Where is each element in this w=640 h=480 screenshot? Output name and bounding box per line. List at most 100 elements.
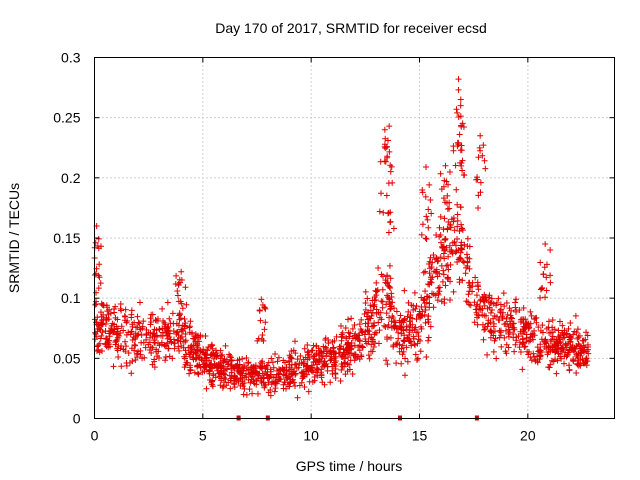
data-point — [187, 366, 194, 373]
data-point — [412, 351, 419, 358]
data-point — [209, 345, 216, 352]
data-point — [547, 361, 554, 368]
data-point — [410, 335, 417, 342]
data-point — [458, 162, 465, 169]
data-point — [385, 229, 392, 236]
data-point — [148, 311, 155, 318]
data-point — [409, 321, 416, 328]
data-point — [294, 356, 301, 363]
x-tick-label: 10 — [303, 428, 319, 444]
data-point — [367, 302, 374, 309]
data-point — [434, 297, 441, 304]
data-point — [419, 221, 426, 228]
data-point — [405, 308, 412, 315]
data-point — [122, 338, 129, 345]
data-point — [206, 370, 213, 377]
data-point — [122, 343, 129, 350]
data-point — [362, 320, 369, 327]
data-point — [535, 324, 542, 331]
data-point — [171, 340, 178, 347]
data-point — [301, 345, 308, 352]
data-point — [477, 132, 484, 139]
data-point — [346, 344, 353, 351]
data-point — [173, 272, 180, 279]
data-point — [314, 366, 321, 373]
data-point — [378, 298, 385, 305]
data-point — [387, 168, 394, 175]
data-point — [181, 353, 188, 360]
data-point — [338, 360, 345, 367]
data-point — [322, 336, 329, 343]
data-point — [530, 336, 537, 343]
data-point — [241, 365, 248, 372]
data-point — [327, 379, 334, 386]
data-point — [517, 318, 524, 325]
data-point — [93, 289, 100, 296]
data-point — [390, 323, 397, 330]
data-point — [454, 211, 461, 218]
data-point — [218, 364, 225, 371]
data-point — [301, 383, 308, 390]
data-point — [99, 329, 106, 336]
data-point — [286, 373, 293, 380]
data-point — [134, 324, 141, 331]
data-point — [415, 333, 422, 340]
data-point — [500, 290, 507, 297]
data-point — [220, 367, 227, 374]
data-point — [196, 353, 203, 360]
data-point — [473, 309, 480, 316]
data-point — [451, 227, 458, 234]
data-point — [211, 360, 218, 367]
data-point — [473, 292, 480, 299]
data-point — [513, 296, 520, 303]
data-point — [427, 323, 434, 330]
data-point — [427, 278, 434, 285]
data-point — [547, 279, 554, 286]
data-point — [576, 342, 583, 349]
data-point — [477, 307, 484, 314]
data-point — [506, 326, 513, 333]
data-point — [222, 376, 229, 383]
data-point — [261, 326, 268, 333]
data-point — [435, 285, 442, 292]
data-point — [319, 363, 326, 370]
data-point — [469, 288, 476, 295]
x-tick-label: 5 — [199, 428, 207, 444]
data-point — [274, 358, 281, 365]
data-point — [422, 268, 429, 275]
data-point — [192, 338, 199, 345]
data-point — [209, 352, 216, 359]
data-point — [488, 328, 495, 335]
data-point — [264, 362, 271, 369]
data-point — [271, 388, 278, 395]
data-point — [457, 102, 464, 109]
data-point — [236, 356, 243, 363]
data-point — [561, 360, 568, 367]
data-point — [383, 301, 390, 308]
data-point — [529, 333, 536, 340]
data-point — [393, 360, 400, 367]
data-point — [386, 262, 393, 269]
data-point — [347, 346, 354, 353]
data-point — [549, 316, 556, 323]
data-point — [164, 340, 171, 347]
data-point — [176, 310, 183, 317]
data-point — [114, 330, 121, 337]
data-point — [387, 306, 394, 313]
data-point — [516, 339, 523, 346]
data-point — [412, 324, 419, 331]
data-point — [186, 323, 193, 330]
data-point — [490, 323, 497, 330]
data-point — [291, 368, 298, 375]
data-point — [364, 309, 371, 316]
data-point — [484, 351, 491, 358]
data-point — [118, 363, 125, 370]
data-point — [384, 361, 391, 368]
data-point — [256, 370, 263, 377]
data-point — [505, 344, 512, 351]
data-point — [345, 329, 352, 336]
data-point — [452, 249, 459, 256]
data-point — [327, 357, 334, 364]
data-point — [413, 357, 420, 364]
data-point — [159, 305, 166, 312]
